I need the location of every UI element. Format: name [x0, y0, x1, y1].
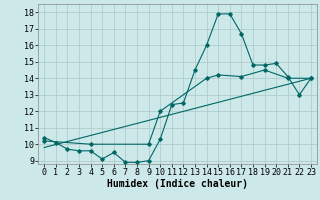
- X-axis label: Humidex (Indice chaleur): Humidex (Indice chaleur): [107, 179, 248, 189]
